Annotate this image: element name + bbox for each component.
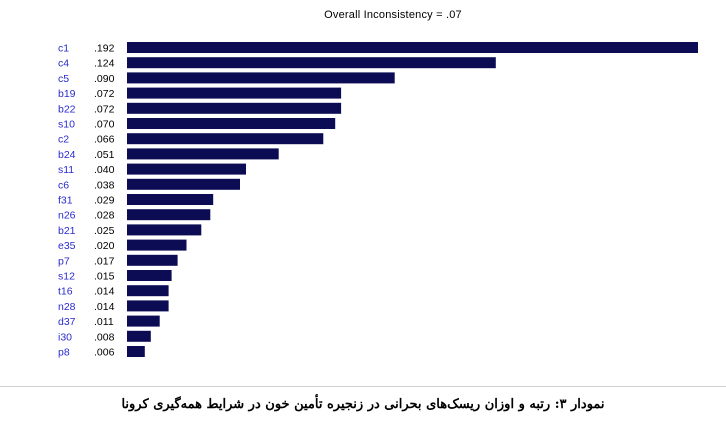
category-label-c1: c1 xyxy=(58,43,69,55)
value-label-d37: .011 xyxy=(94,316,114,328)
bar-c1 xyxy=(127,42,698,53)
category-label-s10: s10 xyxy=(58,119,75,131)
bar-p8 xyxy=(127,346,145,357)
caption-divider xyxy=(0,386,726,387)
category-label-p8: p8 xyxy=(58,347,70,359)
chart-title: Overall Inconsistency = .07 xyxy=(324,9,462,21)
value-label-b24: .051 xyxy=(94,149,115,161)
bar-s10 xyxy=(127,118,336,129)
value-label-c6: .038 xyxy=(94,179,115,191)
bar-n28 xyxy=(127,300,169,312)
bar-c5 xyxy=(127,72,395,84)
category-label-s11: s11 xyxy=(58,164,74,176)
bar-s12 xyxy=(127,270,172,281)
bar-p7 xyxy=(127,254,178,266)
category-label-n28: n28 xyxy=(58,301,76,313)
category-label-s12: s12 xyxy=(58,271,75,283)
bar-c2 xyxy=(127,133,324,145)
bar-b21 xyxy=(127,224,202,236)
value-label-n28: .014 xyxy=(94,301,115,313)
bar-i30 xyxy=(127,330,151,342)
category-label-c4: c4 xyxy=(58,58,69,70)
value-label-b22: .072 xyxy=(94,103,115,115)
bar-n26 xyxy=(127,209,211,221)
category-label-b24: b24 xyxy=(58,149,76,161)
category-label-f31: f31 xyxy=(58,195,73,207)
bar-c4 xyxy=(127,57,496,69)
bar-b19 xyxy=(127,87,342,99)
value-label-c4: .124 xyxy=(94,58,115,70)
bar-t16 xyxy=(127,285,169,297)
category-label-d37: d37 xyxy=(58,316,76,328)
category-label-p7: p7 xyxy=(58,255,70,267)
value-label-i30: .008 xyxy=(94,331,115,343)
bar-e35 xyxy=(127,239,187,251)
bar-d37 xyxy=(127,315,160,327)
category-label-c6: c6 xyxy=(58,179,69,191)
category-label-b22: b22 xyxy=(58,103,76,115)
bar-f31 xyxy=(127,194,214,205)
category-label-c2: c2 xyxy=(58,134,69,146)
bar-c6 xyxy=(127,178,240,190)
bar-b24 xyxy=(127,148,279,160)
value-label-p8: .006 xyxy=(94,347,115,359)
value-label-t16: .014 xyxy=(94,286,115,298)
bar-s11 xyxy=(127,163,246,175)
category-label-e35: e35 xyxy=(58,240,76,252)
value-label-p7: .017 xyxy=(94,255,115,267)
value-label-b21: .025 xyxy=(94,225,115,237)
value-label-c5: .090 xyxy=(94,73,115,85)
value-label-n26: .028 xyxy=(94,210,115,222)
category-label-b19: b19 xyxy=(58,88,76,100)
category-label-i30: i30 xyxy=(58,331,72,343)
category-label-b21: b21 xyxy=(58,225,76,237)
bar-chart: c1 .192 c4 .124 c5 .090 b19 .072 b22 .072 s10 .070 c… xyxy=(58,42,698,359)
value-label-s12: .015 xyxy=(94,271,115,283)
category-label-n26: n26 xyxy=(58,210,76,222)
value-label-b19: .072 xyxy=(94,88,115,100)
value-label-c2: .066 xyxy=(94,134,115,146)
category-label-c5: c5 xyxy=(58,73,69,85)
bar-b22 xyxy=(127,102,342,114)
value-label-f31: .029 xyxy=(94,195,115,207)
value-label-c1: .192 xyxy=(94,43,115,55)
figure-caption: نمودار ۳: رتبه و اوزان ریسک‌های بحرانی د… xyxy=(121,397,605,412)
value-label-s11: .040 xyxy=(94,164,115,176)
value-label-e35: .020 xyxy=(94,240,115,252)
category-label-t16: t16 xyxy=(58,286,73,298)
value-label-s10: .070 xyxy=(94,119,115,131)
